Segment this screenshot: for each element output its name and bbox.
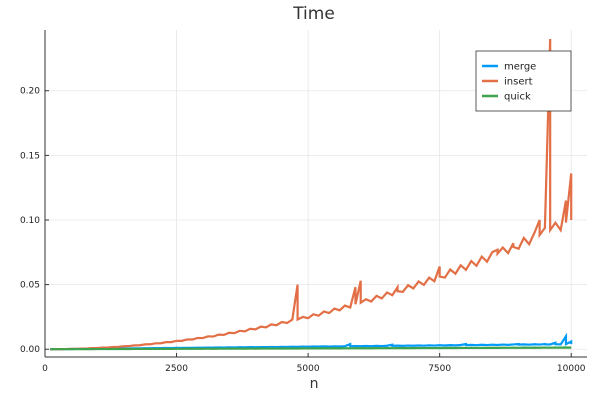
chart-title: Time	[292, 4, 335, 24]
y-tick-labels: 0.00 0.05 0.10 0.15 0.20	[20, 87, 49, 355]
series-line-quick	[50, 346, 572, 351]
y-tick-label: 0.00	[20, 345, 40, 355]
axes	[44, 30, 587, 358]
y-tick-label: 0.20	[20, 87, 40, 97]
legend-label-merge: merge	[504, 62, 536, 73]
y-tick-label: 0.05	[20, 281, 40, 291]
y-tick-label: 0.10	[20, 216, 40, 226]
legend-label-quick: quick	[504, 92, 531, 103]
y-tick-label: 0.15	[20, 151, 40, 161]
x-tick-label: 5000	[297, 364, 320, 374]
x-tick-label: 2500	[165, 364, 188, 374]
legend: merge insert quick	[475, 50, 572, 112]
series-lines	[50, 39, 573, 351]
x-tick-label: 0	[42, 364, 48, 374]
series-line-insert	[50, 39, 573, 351]
legend-label-insert: insert	[504, 77, 533, 88]
x-tick-labels: 0 2500 5000 7500 10000	[42, 353, 586, 374]
x-axis-label: n	[310, 376, 319, 392]
x-tick-label: 7500	[428, 364, 451, 374]
x-tick-label: 10000	[557, 364, 586, 374]
